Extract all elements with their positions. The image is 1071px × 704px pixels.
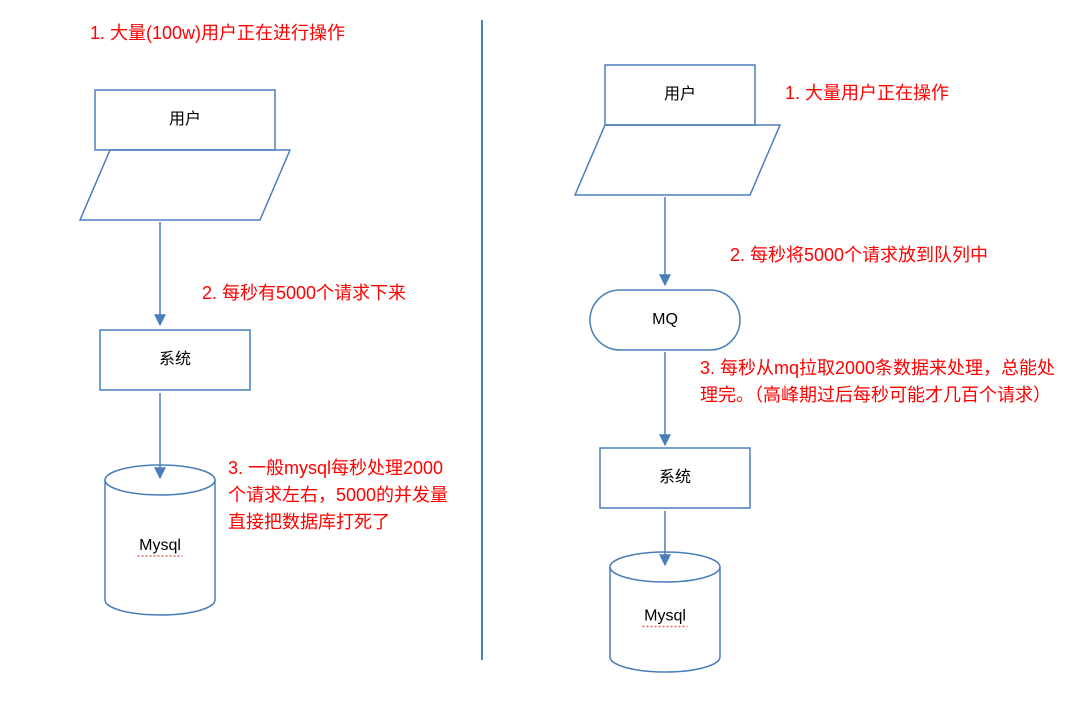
right-db-cylinder-bottom bbox=[610, 657, 720, 672]
right-annot-2: 2. 每秒将5000个请求放到队列中 bbox=[730, 242, 1070, 269]
right-system-box-label: 系统 bbox=[659, 468, 691, 486]
left-annot-2: 2. 每秒有5000个请求下来 bbox=[202, 280, 482, 307]
left-user-parallelogram bbox=[80, 150, 290, 220]
right-mq-node-label: MQ bbox=[652, 311, 678, 328]
left-system-box-label: 系统 bbox=[159, 350, 191, 368]
right-user-box-label: 用户 bbox=[664, 85, 696, 103]
right-annot-3: 3. 每秒从mq拉取2000条数据来处理，总能处理完。（高峰期过后每秒可能才几百… bbox=[700, 355, 1065, 409]
left-annot-3: 3. 一般mysql每秒处理2000个请求左右，5000的并发量直接把数据库打死… bbox=[228, 455, 458, 536]
left-user-box-label: 用户 bbox=[169, 110, 201, 128]
right-db-cylinder-label: Mysql bbox=[644, 608, 686, 625]
right-user-parallelogram bbox=[575, 125, 780, 195]
left-db-cylinder-bottom bbox=[105, 600, 215, 615]
left-annot-1: 1. 大量(100w)用户正在进行操作 bbox=[90, 20, 470, 47]
right-annot-1: 1. 大量用户正在操作 bbox=[785, 80, 1065, 107]
left-db-cylinder-label: Mysql bbox=[139, 537, 181, 554]
